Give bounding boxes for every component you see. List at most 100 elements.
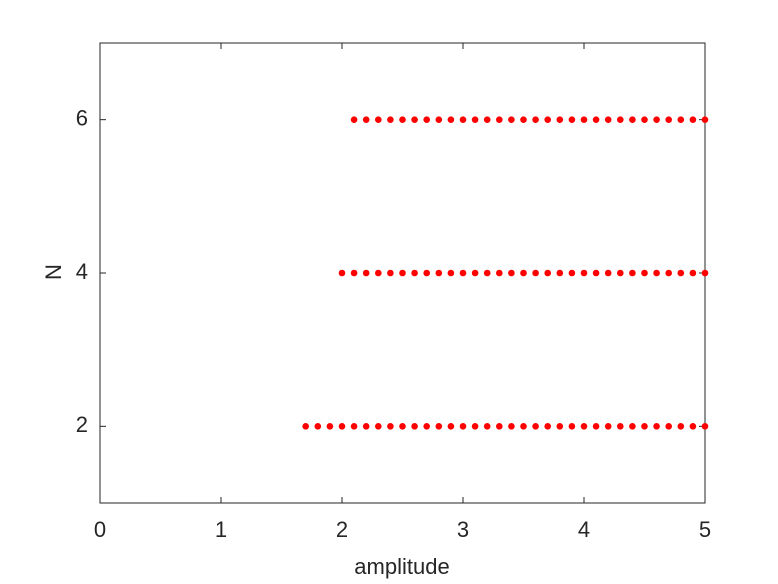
- point: [471, 423, 479, 430]
- point: [375, 116, 382, 123]
- point: [483, 423, 491, 430]
- point: [665, 423, 672, 430]
- point: [556, 269, 564, 277]
- point: [350, 423, 358, 430]
- point: [399, 116, 406, 123]
- point: [387, 423, 394, 430]
- point: [435, 269, 443, 277]
- point: [604, 269, 612, 277]
- point: [471, 269, 479, 277]
- y-tick-label: 4: [76, 259, 88, 284]
- point: [350, 116, 358, 123]
- point: [653, 116, 660, 123]
- point: [592, 423, 600, 430]
- x-tick-label: 5: [699, 517, 711, 542]
- point: [423, 116, 431, 123]
- point: [617, 116, 624, 123]
- point: [701, 423, 709, 430]
- point: [568, 116, 576, 123]
- point: [592, 269, 600, 277]
- x-axis-label: amplitude: [354, 554, 449, 579]
- point: [459, 116, 467, 123]
- x-tick-label: 2: [336, 517, 348, 542]
- x-tick-label: 3: [457, 517, 469, 542]
- point: [387, 116, 394, 123]
- point: [350, 269, 358, 277]
- point: [580, 116, 588, 123]
- point: [592, 116, 600, 123]
- point: [314, 423, 322, 430]
- point: [677, 269, 685, 277]
- point: [689, 116, 697, 123]
- point: [641, 423, 648, 430]
- point: [653, 269, 660, 277]
- y-tick-label: 2: [76, 412, 88, 437]
- point: [641, 116, 648, 123]
- point: [375, 423, 382, 430]
- point: [568, 269, 576, 277]
- y-tick-label: 6: [76, 105, 88, 130]
- x-tick-label: 1: [215, 517, 227, 542]
- x-tick-label: 0: [94, 517, 106, 542]
- point: [338, 423, 346, 430]
- point: [617, 269, 624, 277]
- point: [508, 269, 515, 277]
- x-tick-label: 4: [578, 517, 590, 542]
- point: [665, 116, 672, 123]
- point: [544, 423, 551, 430]
- point: [604, 423, 612, 430]
- point: [532, 423, 539, 430]
- point: [629, 116, 636, 123]
- point: [532, 269, 539, 277]
- point: [483, 116, 491, 123]
- point: [423, 269, 431, 277]
- point: [641, 269, 648, 277]
- point: [302, 423, 310, 430]
- point: [459, 269, 467, 277]
- point: [399, 423, 406, 430]
- y-axis-label: N: [41, 264, 66, 280]
- point: [617, 423, 624, 430]
- point: [520, 269, 527, 277]
- point: [701, 269, 709, 277]
- point: [508, 423, 515, 430]
- point: [689, 269, 697, 277]
- point: [701, 116, 709, 123]
- point: [520, 116, 527, 123]
- point: [435, 116, 443, 123]
- point: [556, 116, 564, 123]
- point: [471, 116, 479, 123]
- point: [399, 269, 406, 277]
- point: [411, 423, 418, 430]
- point: [532, 116, 539, 123]
- point: [447, 423, 455, 430]
- point: [629, 423, 636, 430]
- point: [362, 423, 370, 430]
- point: [362, 116, 370, 123]
- point: [338, 269, 346, 277]
- point: [604, 116, 612, 123]
- point: [423, 423, 431, 430]
- point: [665, 269, 672, 277]
- point: [629, 269, 636, 277]
- point: [447, 269, 455, 277]
- point: [677, 116, 685, 123]
- point: [411, 116, 418, 123]
- point: [326, 423, 334, 430]
- point: [411, 269, 418, 277]
- point: [520, 423, 527, 430]
- point: [496, 423, 503, 430]
- point: [387, 269, 394, 277]
- point: [483, 269, 491, 277]
- point: [459, 423, 467, 430]
- point: [435, 423, 443, 430]
- point: [689, 423, 697, 430]
- point: [544, 269, 551, 277]
- point: [508, 116, 515, 123]
- point: [677, 423, 685, 430]
- point: [362, 269, 370, 277]
- point: [496, 116, 503, 123]
- point: [544, 116, 551, 123]
